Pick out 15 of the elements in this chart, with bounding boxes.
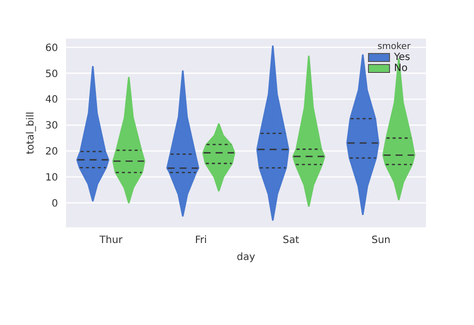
y-tick-label: 0 [52, 198, 58, 210]
y-tick-label: 50 [45, 68, 58, 80]
x-tick-label: Thur [98, 235, 124, 246]
y-tick-label: 40 [45, 94, 58, 106]
y-tick-label: 60 [45, 42, 58, 54]
y-tick-label: 10 [45, 172, 58, 184]
legend-label: Yes [394, 52, 410, 63]
legend-title: smoker [376, 42, 412, 52]
y-tick-label: 20 [45, 146, 58, 158]
x-tick-label: Sat [282, 235, 300, 246]
x-axis-title: day [236, 252, 256, 263]
x-tick-label: Sun [371, 235, 391, 246]
x-tick-label: Fri [195, 235, 207, 246]
y-tick-label: 30 [45, 120, 58, 132]
y-axis-title: total_bill [26, 112, 37, 154]
